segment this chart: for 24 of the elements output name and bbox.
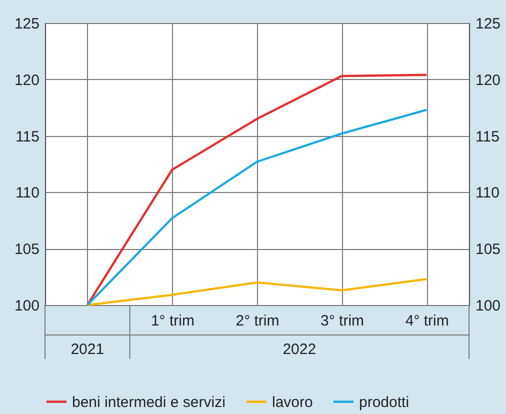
y2-tick-label: 100 [476,298,501,314]
text: 2021 [70,341,104,358]
y2-tick-label: 115 [476,128,500,146]
x-tick-label: 4° trim [405,312,449,330]
y-tick-label: 110 [16,184,40,202]
legend-label: beni intermedi e servizi [72,394,226,411]
y-tick-label: 105 [14,241,40,258]
y-tick-label: 115 [16,128,40,146]
line-series [86,108,428,306]
line-series [86,74,428,306]
y-tick-label: 120 [14,72,40,89]
y2-tick-label: 125 [476,16,501,32]
y-tick-label: 125 [14,16,40,32]
x-tick-label: 3° trim [320,312,364,330]
y2-tick-label: 120 [476,72,501,89]
text: 2022 [282,341,316,358]
x-tick-label: 2° trim [236,312,280,330]
y-tick-label: 100 [14,298,40,314]
legend-label: prodotti [359,394,410,411]
line-series [86,278,428,306]
y2-tick-label: 110 [476,184,500,202]
x-tick-label: 1° trim [150,312,194,330]
legend-label: lavoro [272,394,313,411]
y2-tick-label: 105 [476,241,501,258]
